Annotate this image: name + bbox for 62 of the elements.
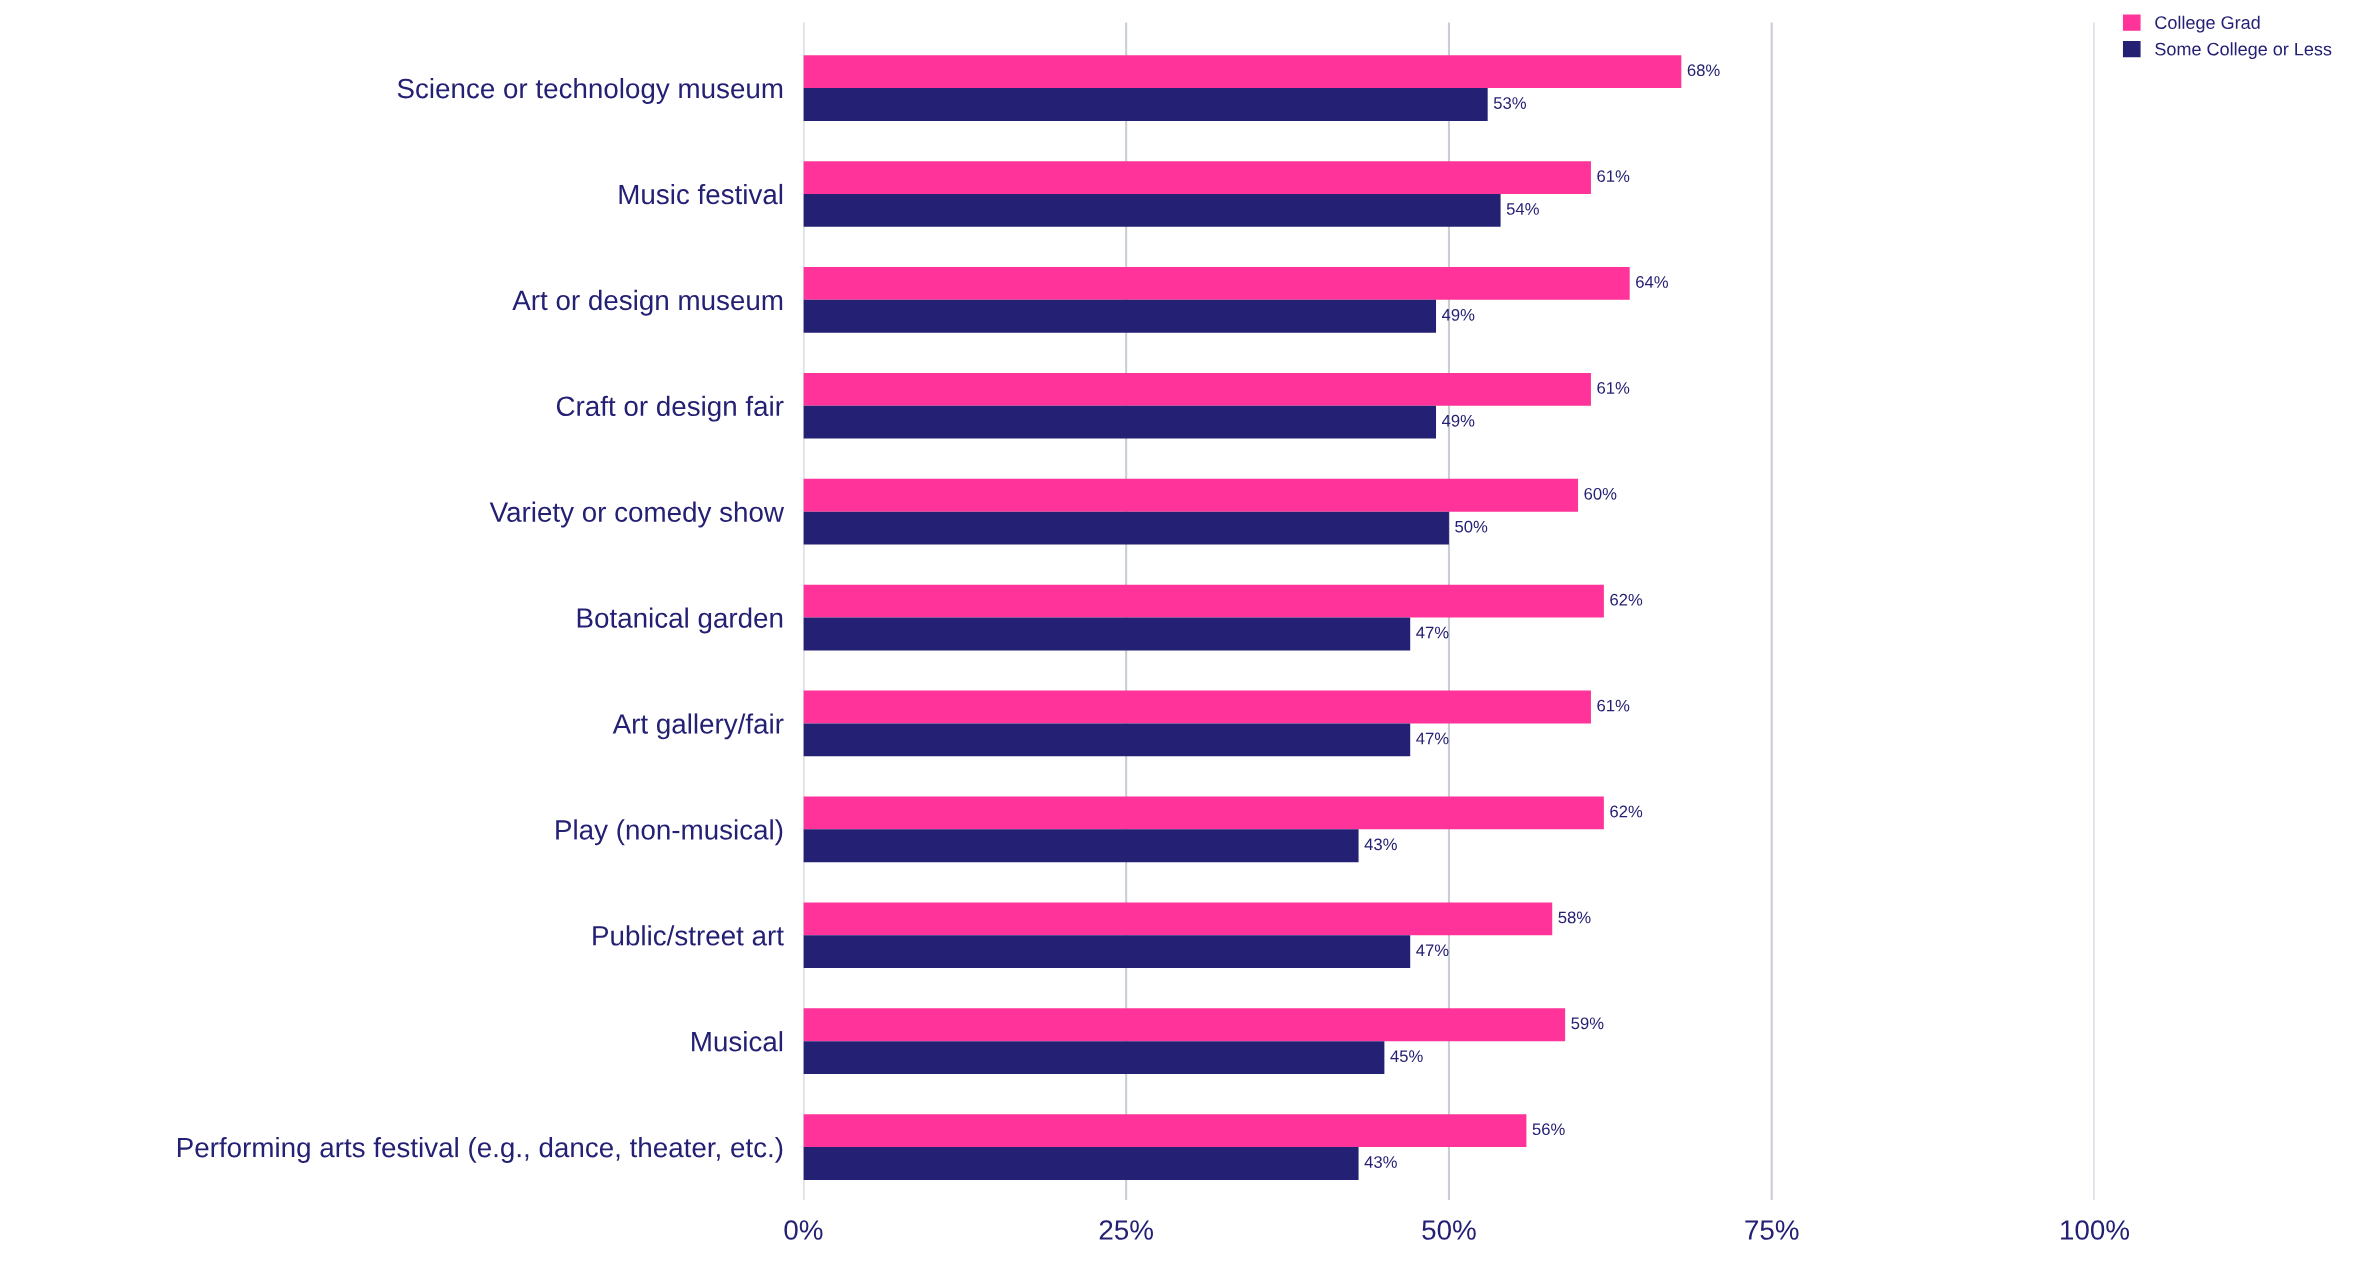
y-tick-label: Science or technology museum	[397, 77, 783, 104]
y-tick-label: Musical	[692, 1031, 783, 1052]
data-label: 54%	[1506, 203, 1539, 215]
data-label: 61%	[1597, 699, 1630, 712]
data-label: 61%	[1597, 170, 1630, 183]
bar	[803, 267, 1630, 300]
bar	[803, 88, 1488, 121]
legend-label: Some College or Less	[2155, 42, 2332, 60]
legend-label: College Grad	[2155, 15, 2260, 33]
bar	[803, 1114, 1527, 1148]
y-tick-label: Public/street art	[593, 925, 784, 946]
bar	[803, 372, 1591, 406]
x-tick-label: 75%	[1745, 1220, 1799, 1240]
data-label: 45%	[1390, 1050, 1423, 1063]
data-label: 47%	[1416, 732, 1449, 745]
x-tick-label: 25%	[1099, 1220, 1153, 1240]
data-label: 62%	[1610, 805, 1643, 818]
data-label: 47%	[1416, 944, 1449, 957]
bar	[803, 478, 1579, 512]
data-label: 49%	[1441, 308, 1475, 321]
y-tick-label: Play (non-musical)	[556, 819, 783, 846]
bar	[803, 723, 1411, 757]
data-label: 62%	[1610, 593, 1643, 606]
y-tick-label: Performing arts festival (e.g., dance, theater, etc.)	[177, 1136, 783, 1163]
data-label: 64%	[1636, 276, 1669, 288]
x-tick-label: 100%	[2061, 1220, 2130, 1240]
bar	[803, 935, 1411, 969]
bar	[803, 584, 1604, 618]
data-label: 60%	[1584, 487, 1617, 500]
bar	[803, 902, 1553, 936]
data-label: 68%	[1687, 64, 1720, 77]
bar	[803, 511, 1449, 545]
x-tick-label: 50%	[1422, 1220, 1476, 1240]
y-tick-label: Art gallery/fair	[612, 713, 784, 740]
data-label: 56%	[1532, 1123, 1565, 1136]
data-label: 58%	[1558, 911, 1591, 924]
bar	[803, 617, 1411, 651]
bar	[803, 1147, 1359, 1180]
y-tick-label: Craft or design fair	[556, 395, 784, 422]
y-tick-label: Botanical garden	[577, 607, 783, 634]
data-label: 49%	[1441, 414, 1475, 427]
bar	[803, 161, 1591, 194]
data-label: 43%	[1364, 1156, 1397, 1168]
bar	[803, 796, 1604, 830]
y-tick-label: Variety or comedy show	[489, 501, 785, 528]
bar	[803, 55, 1682, 89]
bar	[803, 1008, 1566, 1042]
x-tick-label: 0%	[784, 1220, 823, 1240]
y-tick-label: Art or design museum	[512, 289, 783, 316]
bar	[803, 829, 1359, 863]
bar	[803, 690, 1591, 724]
y-tick-label: Music festival	[619, 183, 783, 205]
data-label: 53%	[1493, 97, 1526, 109]
bar	[803, 299, 1437, 333]
data-label: 43%	[1364, 838, 1397, 851]
bar	[803, 193, 1501, 227]
data-label: 61%	[1597, 382, 1630, 394]
data-label: 47%	[1416, 626, 1449, 639]
bar	[803, 405, 1437, 439]
data-label: 59%	[1571, 1017, 1604, 1030]
data-label: 50%	[1455, 520, 1488, 533]
bar	[803, 1041, 1385, 1074]
